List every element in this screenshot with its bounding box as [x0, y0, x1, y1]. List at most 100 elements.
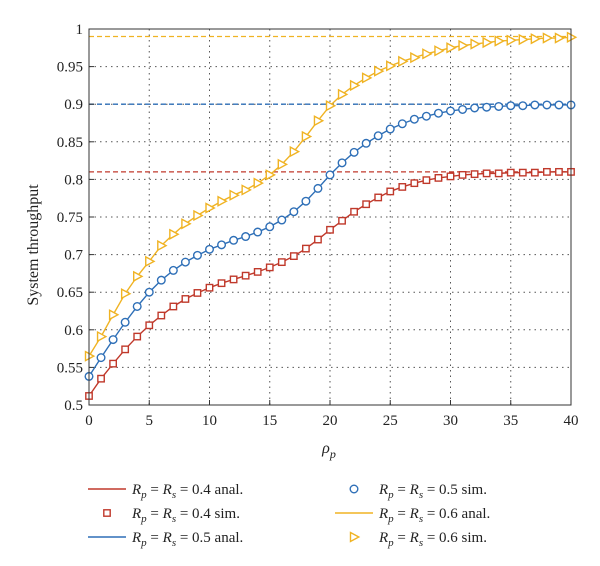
- legend-label-part: p: [387, 513, 394, 525]
- legend-label: Rp = Rs = 0.6 sim.: [378, 530, 487, 549]
- marker-circle: [530, 100, 540, 110]
- legend-label-part: R: [162, 482, 172, 498]
- marker-triangle: [253, 177, 264, 189]
- marker-square: [277, 258, 286, 267]
- x-axis-label-sub: p: [329, 447, 336, 461]
- marker-square: [217, 279, 226, 288]
- marker-triangle: [337, 88, 349, 101]
- marker-square: [362, 200, 371, 209]
- y-tick-label: 0.55: [57, 360, 83, 376]
- legend-entry: Rp = Rs = 0.4 anal.: [88, 482, 243, 501]
- marker-triangle: [470, 38, 481, 50]
- marker-triangle: [349, 531, 361, 543]
- marker-circle: [361, 138, 371, 148]
- marker-square: [326, 225, 334, 234]
- legend-label-part: R: [409, 506, 419, 522]
- marker-circle: [518, 101, 528, 111]
- marker-square: [181, 295, 190, 303]
- y-tick-label: 0.75: [57, 210, 83, 226]
- legend-label-part: R: [409, 482, 419, 498]
- marker-circle: [349, 147, 359, 157]
- marker-square: [530, 168, 539, 177]
- legend-label-part: =: [394, 482, 410, 498]
- legend-label-part: R: [131, 482, 141, 498]
- marker-square: [103, 509, 111, 517]
- marker-square: [470, 170, 479, 179]
- legend-label-part: = 0.4 anal.: [176, 482, 243, 498]
- marker-triangle: [446, 42, 457, 54]
- legend-entry: Rp = Rs = 0.6 anal.: [335, 506, 490, 525]
- marker-triangle: [217, 195, 228, 207]
- y-tick-label: 0.95: [57, 60, 83, 76]
- marker-square: [265, 263, 274, 272]
- marker-square: [169, 302, 178, 311]
- legend-label-part: R: [378, 506, 388, 522]
- marker-circle: [470, 103, 480, 113]
- marker-circle: [349, 484, 359, 494]
- legend-label-part: p: [387, 537, 394, 549]
- marker-triangle: [422, 48, 433, 60]
- legend-label-part: =: [394, 530, 410, 546]
- marker-square: [555, 167, 563, 176]
- y-tick-label: 0.6: [64, 323, 83, 339]
- y-tick-label: 0.7: [64, 248, 83, 264]
- marker-triangle: [518, 33, 530, 46]
- marker-square: [386, 187, 395, 196]
- marker-triangle: [84, 350, 96, 362]
- grid: [89, 29, 571, 405]
- legend-label: Rp = Rs = 0.4 sim.: [131, 506, 240, 525]
- marker-circle: [373, 131, 383, 141]
- marker-square: [121, 345, 130, 354]
- x-tick-label: 5: [146, 413, 154, 429]
- marker-circle: [229, 235, 239, 245]
- legend-entry: Rp = Rs = 0.5 anal.: [88, 530, 243, 549]
- legend-label-part: s: [419, 489, 423, 501]
- legend-label-part: s: [419, 513, 423, 525]
- marker-triangle: [132, 270, 144, 283]
- marker-circle: [132, 301, 142, 311]
- marker-triangle: [120, 288, 132, 300]
- x-tick-label: 35: [503, 413, 518, 429]
- marker-square: [289, 252, 298, 261]
- legend-label: Rp = Rs = 0.5 sim.: [378, 482, 487, 501]
- legend-label-part: =: [147, 506, 163, 522]
- marker-triangle: [349, 79, 361, 92]
- marker-triangle: [157, 239, 168, 252]
- x-tick-label: 0: [85, 413, 93, 429]
- legend-label-part: = 0.4 sim.: [176, 506, 240, 522]
- marker-square: [241, 271, 250, 280]
- marker-triangle: [410, 51, 421, 64]
- legend-label-part: R: [162, 506, 172, 522]
- legend-label: Rp = Rs = 0.5 anal.: [131, 530, 243, 549]
- legend-label-part: = 0.5 anal.: [176, 530, 243, 546]
- marker-square: [374, 193, 383, 202]
- x-axis-label-main: ρ: [321, 440, 330, 457]
- marker-triangle: [361, 72, 373, 84]
- marker-square: [410, 179, 419, 188]
- legend-entry: Rp = Rs = 0.5 sim.: [349, 482, 487, 501]
- marker-triangle: [301, 130, 313, 143]
- marker-triangle: [566, 31, 578, 43]
- marker-triangle: [265, 169, 277, 181]
- marker-circle: [253, 227, 263, 237]
- marker-triangle: [542, 32, 554, 44]
- legend-entry: Rp = Rs = 0.4 sim.: [103, 506, 240, 525]
- marker-circle: [458, 104, 468, 114]
- marker-square: [205, 283, 214, 292]
- x-tick-label: 20: [323, 413, 338, 429]
- legend-label-part: s: [172, 537, 176, 549]
- marker-square: [422, 176, 431, 185]
- marker-triangle: [554, 32, 566, 44]
- series-markers: [84, 31, 578, 400]
- marker-triangle: [169, 228, 180, 240]
- marker-triangle: [434, 45, 445, 57]
- marker-triangle: [458, 39, 469, 52]
- marker-circle: [301, 196, 311, 206]
- marker-square: [543, 167, 551, 176]
- legend-label-part: R: [131, 530, 141, 546]
- legend-entry: Rp = Rs = 0.6 sim.: [349, 530, 487, 549]
- legend-label-part: R: [378, 482, 388, 498]
- marker-square: [446, 172, 455, 181]
- marker-circle: [337, 158, 347, 168]
- marker-square: [133, 332, 142, 341]
